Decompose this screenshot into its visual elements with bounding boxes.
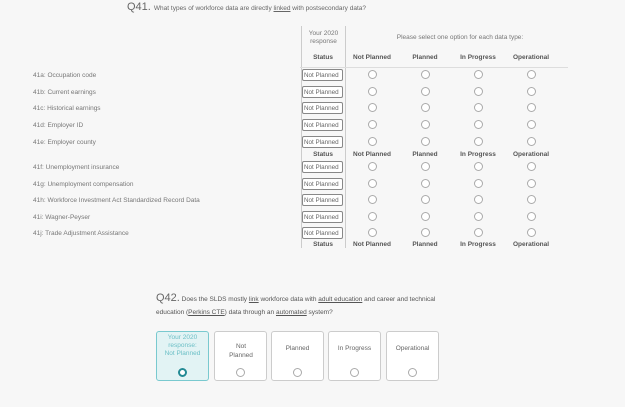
column-header: Status (313, 151, 333, 158)
radio-operational[interactable] (527, 212, 536, 221)
q42-question-line2: education (Perkins CTE) data through an … (156, 309, 333, 316)
status-field: Not Planned (302, 227, 343, 239)
radio-in-progress[interactable] (474, 195, 483, 204)
radio-planned[interactable] (421, 70, 430, 79)
column-header: Planned (412, 151, 438, 158)
radio-not-planned[interactable] (368, 137, 377, 146)
radio-planned[interactable] (421, 137, 430, 146)
radio-planned[interactable] (421, 162, 430, 171)
radio-planned[interactable] (421, 212, 430, 221)
radio-in-progress[interactable] (474, 120, 483, 129)
radio-in-progress[interactable] (474, 228, 483, 237)
radio-not-planned[interactable] (368, 103, 377, 112)
row-label: 41e: Employer county (33, 139, 96, 146)
q42-question: Q42. Does the SLDS mostly link workforce… (156, 292, 436, 304)
divider (301, 26, 302, 248)
radio-not-planned[interactable] (368, 120, 377, 129)
radio-in-progress[interactable] (474, 103, 483, 112)
radio-in-progress[interactable] (474, 162, 483, 171)
status-field: Not Planned (302, 136, 343, 148)
status-field: Not Planned (302, 69, 343, 81)
radio-operational[interactable] (527, 87, 536, 96)
radio[interactable] (293, 368, 302, 377)
radio-planned[interactable] (421, 228, 430, 237)
q42-option-operational[interactable]: Operational (386, 331, 439, 381)
radio-planned[interactable] (421, 87, 430, 96)
status-field: Not Planned (302, 161, 343, 173)
q42-option-not-planned[interactable]: Not Planned (214, 331, 267, 381)
radio-in-progress[interactable] (474, 212, 483, 221)
row-label: 41f: Unemployment insurance (33, 164, 120, 171)
status-field: Not Planned (302, 194, 343, 206)
column-header: Planned (412, 241, 438, 248)
q42-option-in-progress[interactable]: In Progress (328, 331, 381, 381)
column-header: Not Planned (353, 241, 391, 248)
column-header: In Progress (460, 54, 496, 61)
column-header: Not Planned (353, 151, 391, 158)
radio-planned[interactable] (421, 179, 430, 188)
radio-operational[interactable] (527, 70, 536, 79)
status-field: Not Planned (302, 119, 343, 131)
radio-in-progress[interactable] (474, 87, 483, 96)
radio-operational[interactable] (527, 179, 536, 188)
row-label: 41i: Wagner-Peyser (33, 214, 91, 221)
row-label: 41c: Historical earnings (33, 105, 101, 112)
instruction: Please select one option for each data t… (396, 34, 524, 41)
radio-planned[interactable] (421, 195, 430, 204)
radio-not-planned[interactable] (368, 195, 377, 204)
row-label: 41a: Occupation code (33, 72, 97, 79)
row-label: 41b: Current earnings (33, 89, 96, 96)
radio-not-planned[interactable] (368, 70, 377, 79)
radio[interactable] (236, 368, 245, 377)
radio-in-progress[interactable] (474, 137, 483, 146)
radio-not-planned[interactable] (368, 228, 377, 237)
column-header: Status (313, 241, 333, 248)
column-header: Planned (412, 54, 438, 61)
status-field: Not Planned (302, 102, 343, 114)
radio-operational[interactable] (527, 162, 536, 171)
divider (345, 26, 346, 248)
radio[interactable] (350, 368, 359, 377)
column-header: Operational (512, 151, 550, 158)
status-field: Not Planned (302, 86, 343, 98)
radio-not-planned[interactable] (368, 179, 377, 188)
status-field: Not Planned (302, 211, 343, 223)
q42-previous-response[interactable]: Your 2020 response: Not Planned (156, 331, 209, 381)
radio-operational[interactable] (527, 228, 536, 237)
radio-planned[interactable] (421, 103, 430, 112)
radio-planned[interactable] (421, 120, 430, 129)
row-label: 41d: Employer ID (33, 122, 84, 129)
radio-in-progress[interactable] (474, 70, 483, 79)
column-header: Operational (512, 54, 550, 61)
row-label: 41g: Unemployment compensation (33, 181, 134, 188)
radio[interactable] (408, 368, 417, 377)
row-label: 41h: Workforce Investment Act Standardiz… (33, 197, 200, 204)
radio-not-planned[interactable] (368, 162, 377, 171)
q42-option-planned[interactable]: Planned (271, 331, 324, 381)
radio-operational[interactable] (527, 120, 536, 129)
radio-in-progress[interactable] (474, 179, 483, 188)
q41-question: Q41. What types of workforce data are di… (127, 1, 367, 13)
radio-not-planned[interactable] (368, 87, 377, 96)
radio-selected[interactable] (178, 368, 187, 377)
radio-operational[interactable] (527, 195, 536, 204)
divider (300, 67, 568, 68)
column-header: Not Planned (353, 54, 391, 61)
radio-not-planned[interactable] (368, 212, 377, 221)
radio-operational[interactable] (527, 103, 536, 112)
column-header: Status (313, 54, 333, 61)
column-header: In Progress (460, 151, 496, 158)
radio-operational[interactable] (527, 137, 536, 146)
row-label: 41j: Trade Adjustment Assistance (33, 230, 129, 237)
column-header: In Progress (460, 241, 496, 248)
status-field: Not Planned (302, 178, 343, 190)
response-header: Your 2020 response (308, 30, 339, 45)
column-header: Operational (512, 241, 550, 248)
